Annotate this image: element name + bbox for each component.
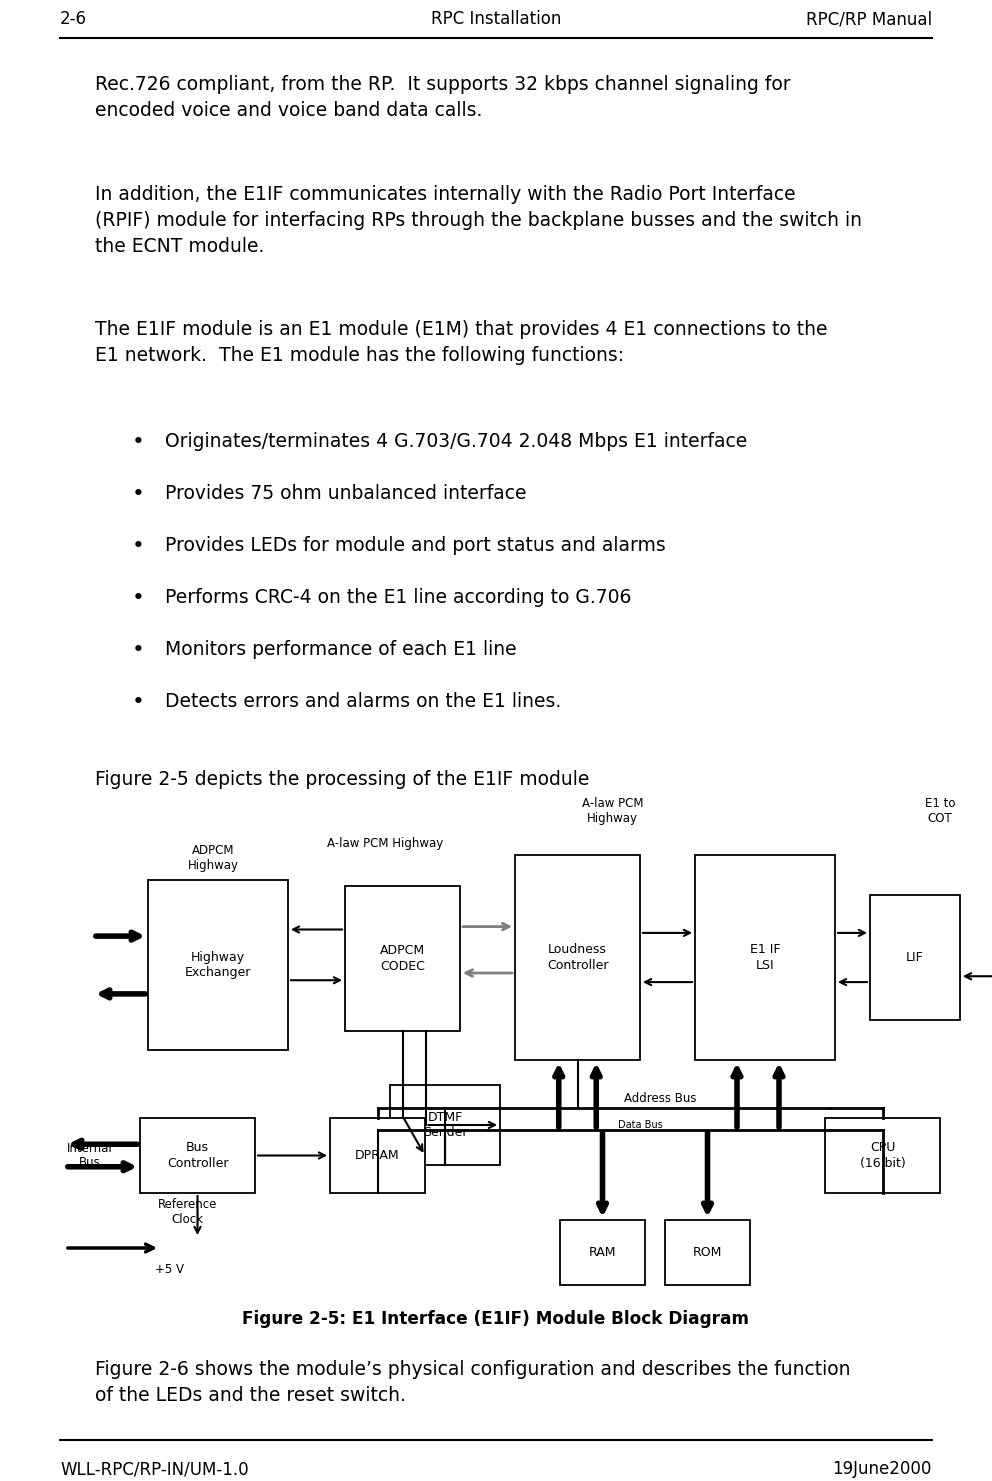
Bar <box>330 1118 425 1194</box>
Text: •: • <box>132 588 145 609</box>
Bar <box>345 886 460 1031</box>
Text: ADPCM
CODEC: ADPCM CODEC <box>380 945 425 973</box>
Text: DTMF
Sender: DTMF Sender <box>423 1111 467 1139</box>
Text: Loudness
Controller: Loudness Controller <box>547 943 608 972</box>
Text: The E1IF module is an E1 module (E1M) that provides 4 E1 connections to the
E1 n: The E1IF module is an E1 module (E1M) th… <box>95 320 827 364</box>
Text: WLL-RPC/RP-IN/UM-1.0: WLL-RPC/RP-IN/UM-1.0 <box>60 1460 249 1478</box>
Text: Provides LEDs for module and port status and alarms: Provides LEDs for module and port status… <box>165 536 666 555</box>
Text: +5 V: +5 V <box>155 1263 184 1277</box>
Text: Bus
Controller: Bus Controller <box>167 1142 228 1170</box>
Text: In addition, the E1IF communicates internally with the Radio Port Interface
(RPI: In addition, the E1IF communicates inter… <box>95 185 862 256</box>
Bar <box>148 880 288 1050</box>
Text: RPC/RP Manual: RPC/RP Manual <box>806 10 932 28</box>
Text: CPU
(16 bit): CPU (16 bit) <box>860 1142 906 1170</box>
Bar <box>825 1118 940 1194</box>
Bar <box>870 895 960 1020</box>
Bar <box>695 855 835 1060</box>
Bar <box>515 855 640 1060</box>
Text: •: • <box>132 692 145 712</box>
Text: A-law PCM Highway: A-law PCM Highway <box>327 837 443 850</box>
Bar <box>390 1086 500 1166</box>
Text: Highway
Exchanger: Highway Exchanger <box>185 951 251 979</box>
Text: Performs CRC-4 on the E1 line according to G.706: Performs CRC-4 on the E1 line according … <box>165 588 631 607</box>
Text: •: • <box>132 536 145 555</box>
Text: E1 IF
LSI: E1 IF LSI <box>750 943 781 972</box>
Text: Figure 2-5 depicts the processing of the E1IF module: Figure 2-5 depicts the processing of the… <box>95 770 589 789</box>
Text: Internal
Bus: Internal Bus <box>67 1142 113 1170</box>
Text: Reference
Clock: Reference Clock <box>158 1198 217 1226</box>
Text: ADPCM
Highway: ADPCM Highway <box>187 844 238 872</box>
Bar <box>665 1220 750 1286</box>
Text: 19June2000: 19June2000 <box>832 1460 932 1478</box>
Text: RPC Installation: RPC Installation <box>431 10 561 28</box>
Text: E1 to
COT: E1 to COT <box>925 797 955 825</box>
Text: Data Bus: Data Bus <box>618 1120 663 1130</box>
Text: Originates/terminates 4 G.703/G.704 2.048 Mbps E1 interface: Originates/terminates 4 G.703/G.704 2.04… <box>165 432 747 452</box>
Text: A-law PCM
Highway: A-law PCM Highway <box>581 797 643 825</box>
Bar <box>560 1220 645 1286</box>
Text: Figure 2-6 shows the module’s physical configuration and describes the function
: Figure 2-6 shows the module’s physical c… <box>95 1360 850 1405</box>
Bar <box>140 1118 255 1194</box>
Text: ROM: ROM <box>692 1246 722 1259</box>
Text: Monitors performance of each E1 line: Monitors performance of each E1 line <box>165 640 517 659</box>
Text: •: • <box>132 640 145 661</box>
Text: •: • <box>132 432 145 452</box>
Text: 2-6: 2-6 <box>60 10 87 28</box>
Text: Detects errors and alarms on the E1 lines.: Detects errors and alarms on the E1 line… <box>165 692 561 711</box>
Text: Address Bus: Address Bus <box>624 1091 696 1105</box>
Text: LIF: LIF <box>906 951 924 964</box>
Text: Provides 75 ohm unbalanced interface: Provides 75 ohm unbalanced interface <box>165 484 527 504</box>
Text: DPRAM: DPRAM <box>355 1149 400 1163</box>
Text: Figure 2-5: E1 Interface (E1IF) Module Block Diagram: Figure 2-5: E1 Interface (E1IF) Module B… <box>242 1311 750 1328</box>
Text: •: • <box>132 484 145 504</box>
Text: RAM: RAM <box>588 1246 616 1259</box>
Text: Rec.726 compliant, from the RP.  It supports 32 kbps channel signaling for
encod: Rec.726 compliant, from the RP. It suppo… <box>95 76 791 120</box>
